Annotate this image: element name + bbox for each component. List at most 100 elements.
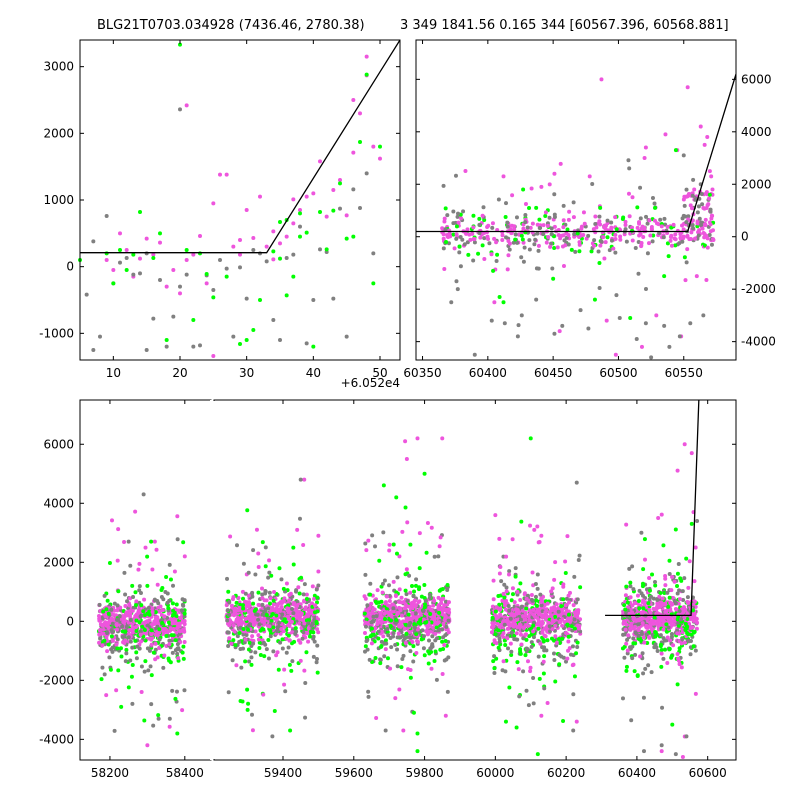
bottom-point [174, 689, 179, 694]
bottom-point [133, 590, 138, 595]
bottom-point [633, 652, 638, 657]
top-right-point [641, 235, 646, 240]
top-left-point-magenta [211, 201, 216, 206]
bottom-point [491, 597, 496, 602]
bottom-point [578, 585, 583, 590]
top-left-point-green [104, 251, 109, 256]
bottom-point [154, 547, 159, 552]
top-right-point-gray [677, 334, 682, 339]
bottom-point [159, 595, 164, 600]
top-right-point [637, 220, 642, 225]
bottom-point [226, 630, 231, 635]
bottom-point [408, 675, 413, 680]
bottom-point [395, 647, 400, 652]
bottom-point-gray [659, 743, 664, 748]
bottom-point [557, 636, 562, 641]
bottom-point [691, 608, 696, 613]
top-right-point [689, 206, 694, 211]
bottom-point [166, 656, 171, 661]
bottom-point [425, 625, 430, 630]
top-right-point [500, 233, 505, 238]
top-right-point [681, 213, 686, 218]
top-right-point [681, 227, 686, 232]
top-right-point [607, 248, 612, 253]
bottom-point [161, 665, 166, 670]
bottom-point [655, 604, 660, 609]
bottom-point [378, 661, 383, 666]
bottom-point [652, 615, 657, 620]
top-right-point [673, 232, 678, 237]
top-right-point [519, 233, 524, 238]
bottom-point [638, 654, 643, 659]
bottom-point [380, 590, 385, 595]
bottom-point [258, 652, 263, 657]
bottom-point [226, 612, 231, 617]
top-right-point [684, 187, 689, 192]
bottom-point [168, 577, 173, 582]
bottom-point [413, 583, 418, 588]
top-right-point-magenta [705, 135, 710, 140]
bottom-point [497, 607, 502, 612]
bottom-point [401, 653, 406, 658]
bottom-point [369, 620, 374, 625]
bottom-point [387, 598, 392, 603]
bottom-point-green [238, 698, 243, 703]
bottom-point [424, 550, 429, 555]
bottom-point [122, 539, 127, 544]
top-left-point-gray [271, 318, 276, 322]
bottom-point [410, 583, 415, 588]
bottom-point [287, 662, 292, 667]
bottom-point [560, 623, 565, 628]
bottom-point [363, 620, 368, 625]
bottom-point [146, 605, 151, 610]
top-right-point [522, 245, 527, 250]
bottom-point [290, 630, 295, 635]
bottom-point-magenta [295, 527, 300, 532]
bottom-point [641, 671, 646, 676]
bottom-point [413, 611, 418, 616]
bottom-point [640, 593, 645, 598]
bottom-point [102, 593, 107, 598]
bottom-point [531, 608, 536, 613]
bottom-point [653, 630, 658, 635]
top-right-point [636, 271, 641, 276]
bottom-point [492, 640, 497, 645]
bottom-point [313, 603, 318, 608]
top-right-point-gray [688, 321, 693, 326]
bottom-point [383, 647, 388, 652]
bottom-point [663, 573, 668, 578]
bottom-point [286, 645, 291, 650]
bottom-point [105, 598, 110, 603]
top-right-point-magenta [694, 274, 699, 279]
top-right-point [602, 256, 607, 261]
top-right-point [481, 205, 486, 210]
top-right-point [471, 225, 476, 230]
bottom-point [371, 614, 376, 619]
bottom-point-green [145, 583, 150, 588]
bottom-point [405, 520, 410, 525]
top-right-point [549, 232, 554, 237]
bottom-point [623, 607, 628, 612]
top-right-point [700, 226, 705, 231]
bottom-point [436, 554, 441, 559]
bottom-point [248, 608, 253, 613]
bottom-point [270, 611, 275, 616]
top-right-point [535, 231, 540, 236]
bottom-point [541, 659, 546, 664]
bottom-point [312, 639, 317, 644]
bottom-point [315, 600, 320, 605]
top-left-point-magenta [331, 188, 336, 192]
bottom-point [246, 570, 251, 575]
bottom-point-green [503, 719, 508, 724]
bottom-point [174, 602, 179, 607]
bottom-point [430, 634, 435, 639]
bottom-point [275, 650, 280, 655]
bottom-point [529, 632, 534, 637]
top-right-point [597, 260, 602, 265]
bottom-point [157, 645, 162, 650]
bottom-point [445, 583, 450, 588]
top-right-point [643, 286, 648, 291]
bottom-point [385, 610, 390, 615]
bottom-point [166, 620, 171, 625]
bottom-point [659, 651, 664, 656]
